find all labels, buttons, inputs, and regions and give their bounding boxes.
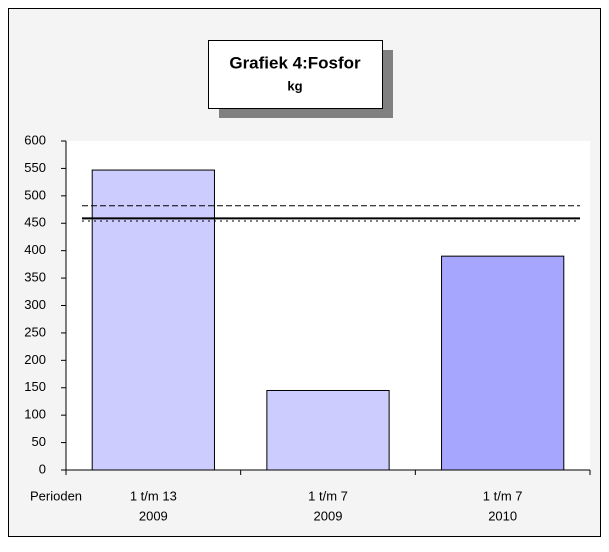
y-tick-label: 100 bbox=[24, 407, 46, 422]
x-tick-label: 1 t/m 13 bbox=[130, 488, 177, 503]
chart-subtitle: kg bbox=[287, 78, 302, 93]
y-tick-label: 550 bbox=[24, 160, 46, 175]
x-tick-label: 2009 bbox=[139, 508, 168, 523]
y-tick-label: 50 bbox=[32, 434, 46, 449]
title-box bbox=[208, 40, 383, 109]
bar bbox=[266, 389, 390, 471]
y-tick-label: 0 bbox=[39, 461, 46, 476]
y-tick-label: 250 bbox=[24, 324, 46, 339]
bar bbox=[441, 255, 565, 471]
x-axis-label: Perioden bbox=[30, 488, 82, 503]
y-tick-label: 450 bbox=[24, 215, 46, 230]
y-tick-label: 150 bbox=[24, 379, 46, 394]
y-tick-label: 400 bbox=[24, 242, 46, 257]
y-tick-label: 200 bbox=[24, 352, 46, 367]
y-tick-label: 500 bbox=[24, 187, 46, 202]
y-tick-label: 600 bbox=[24, 132, 46, 147]
x-tick-label: 2009 bbox=[314, 508, 343, 523]
y-tick-label: 350 bbox=[24, 270, 46, 285]
chart-title: Grafiek 4:Fosfor bbox=[229, 53, 361, 72]
x-tick-label: 1 t/m 7 bbox=[483, 488, 523, 503]
x-tick-label: 2010 bbox=[488, 508, 517, 523]
bar bbox=[91, 169, 215, 471]
y-tick-label: 300 bbox=[24, 297, 46, 312]
x-tick-label: 1 t/m 7 bbox=[308, 488, 348, 503]
